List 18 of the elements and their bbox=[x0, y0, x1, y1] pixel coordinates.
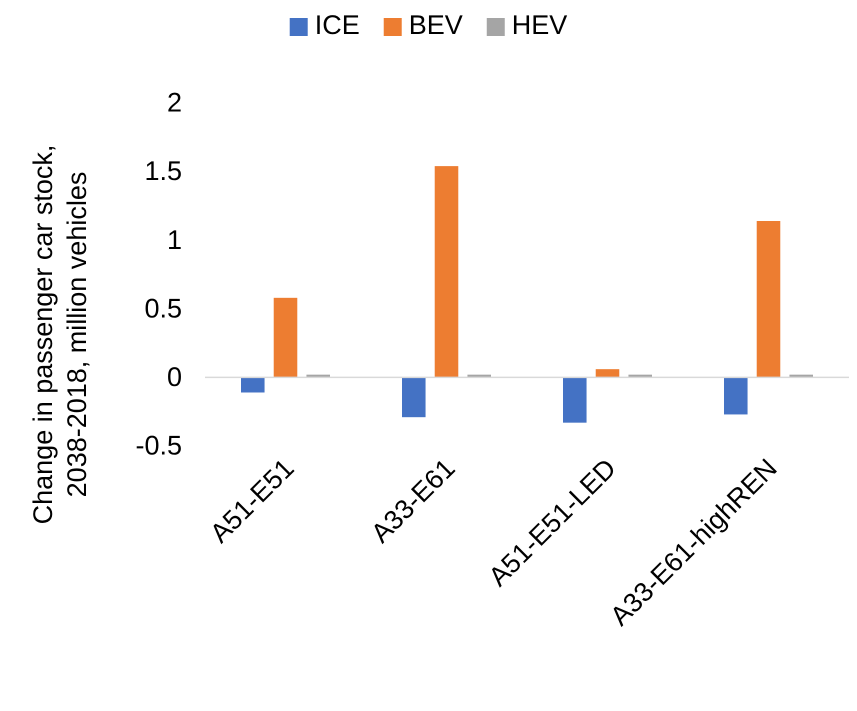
bar bbox=[756, 220, 780, 378]
bar bbox=[434, 166, 458, 378]
bar bbox=[274, 298, 298, 378]
bar bbox=[562, 377, 587, 423]
y-tick-label: -0.5 bbox=[135, 430, 182, 461]
bar bbox=[724, 377, 748, 414]
bar bbox=[402, 377, 426, 418]
y-tick-label: 1 bbox=[166, 224, 182, 255]
bar bbox=[596, 369, 620, 378]
y-tick-label: 2 bbox=[166, 88, 182, 118]
legend-label: HEV bbox=[512, 10, 568, 40]
y-tick-label: 1.5 bbox=[144, 156, 182, 186]
y-tick-label: 0 bbox=[166, 362, 182, 392]
legend-label: BEV bbox=[408, 10, 463, 40]
y-tick-label: 0.5 bbox=[144, 293, 182, 324]
y-axis-title: Change in passenger car stock, 2038-2018, million vehicles bbox=[28, 144, 92, 524]
legend-label: ICE bbox=[314, 10, 360, 40]
bar bbox=[240, 377, 265, 392]
